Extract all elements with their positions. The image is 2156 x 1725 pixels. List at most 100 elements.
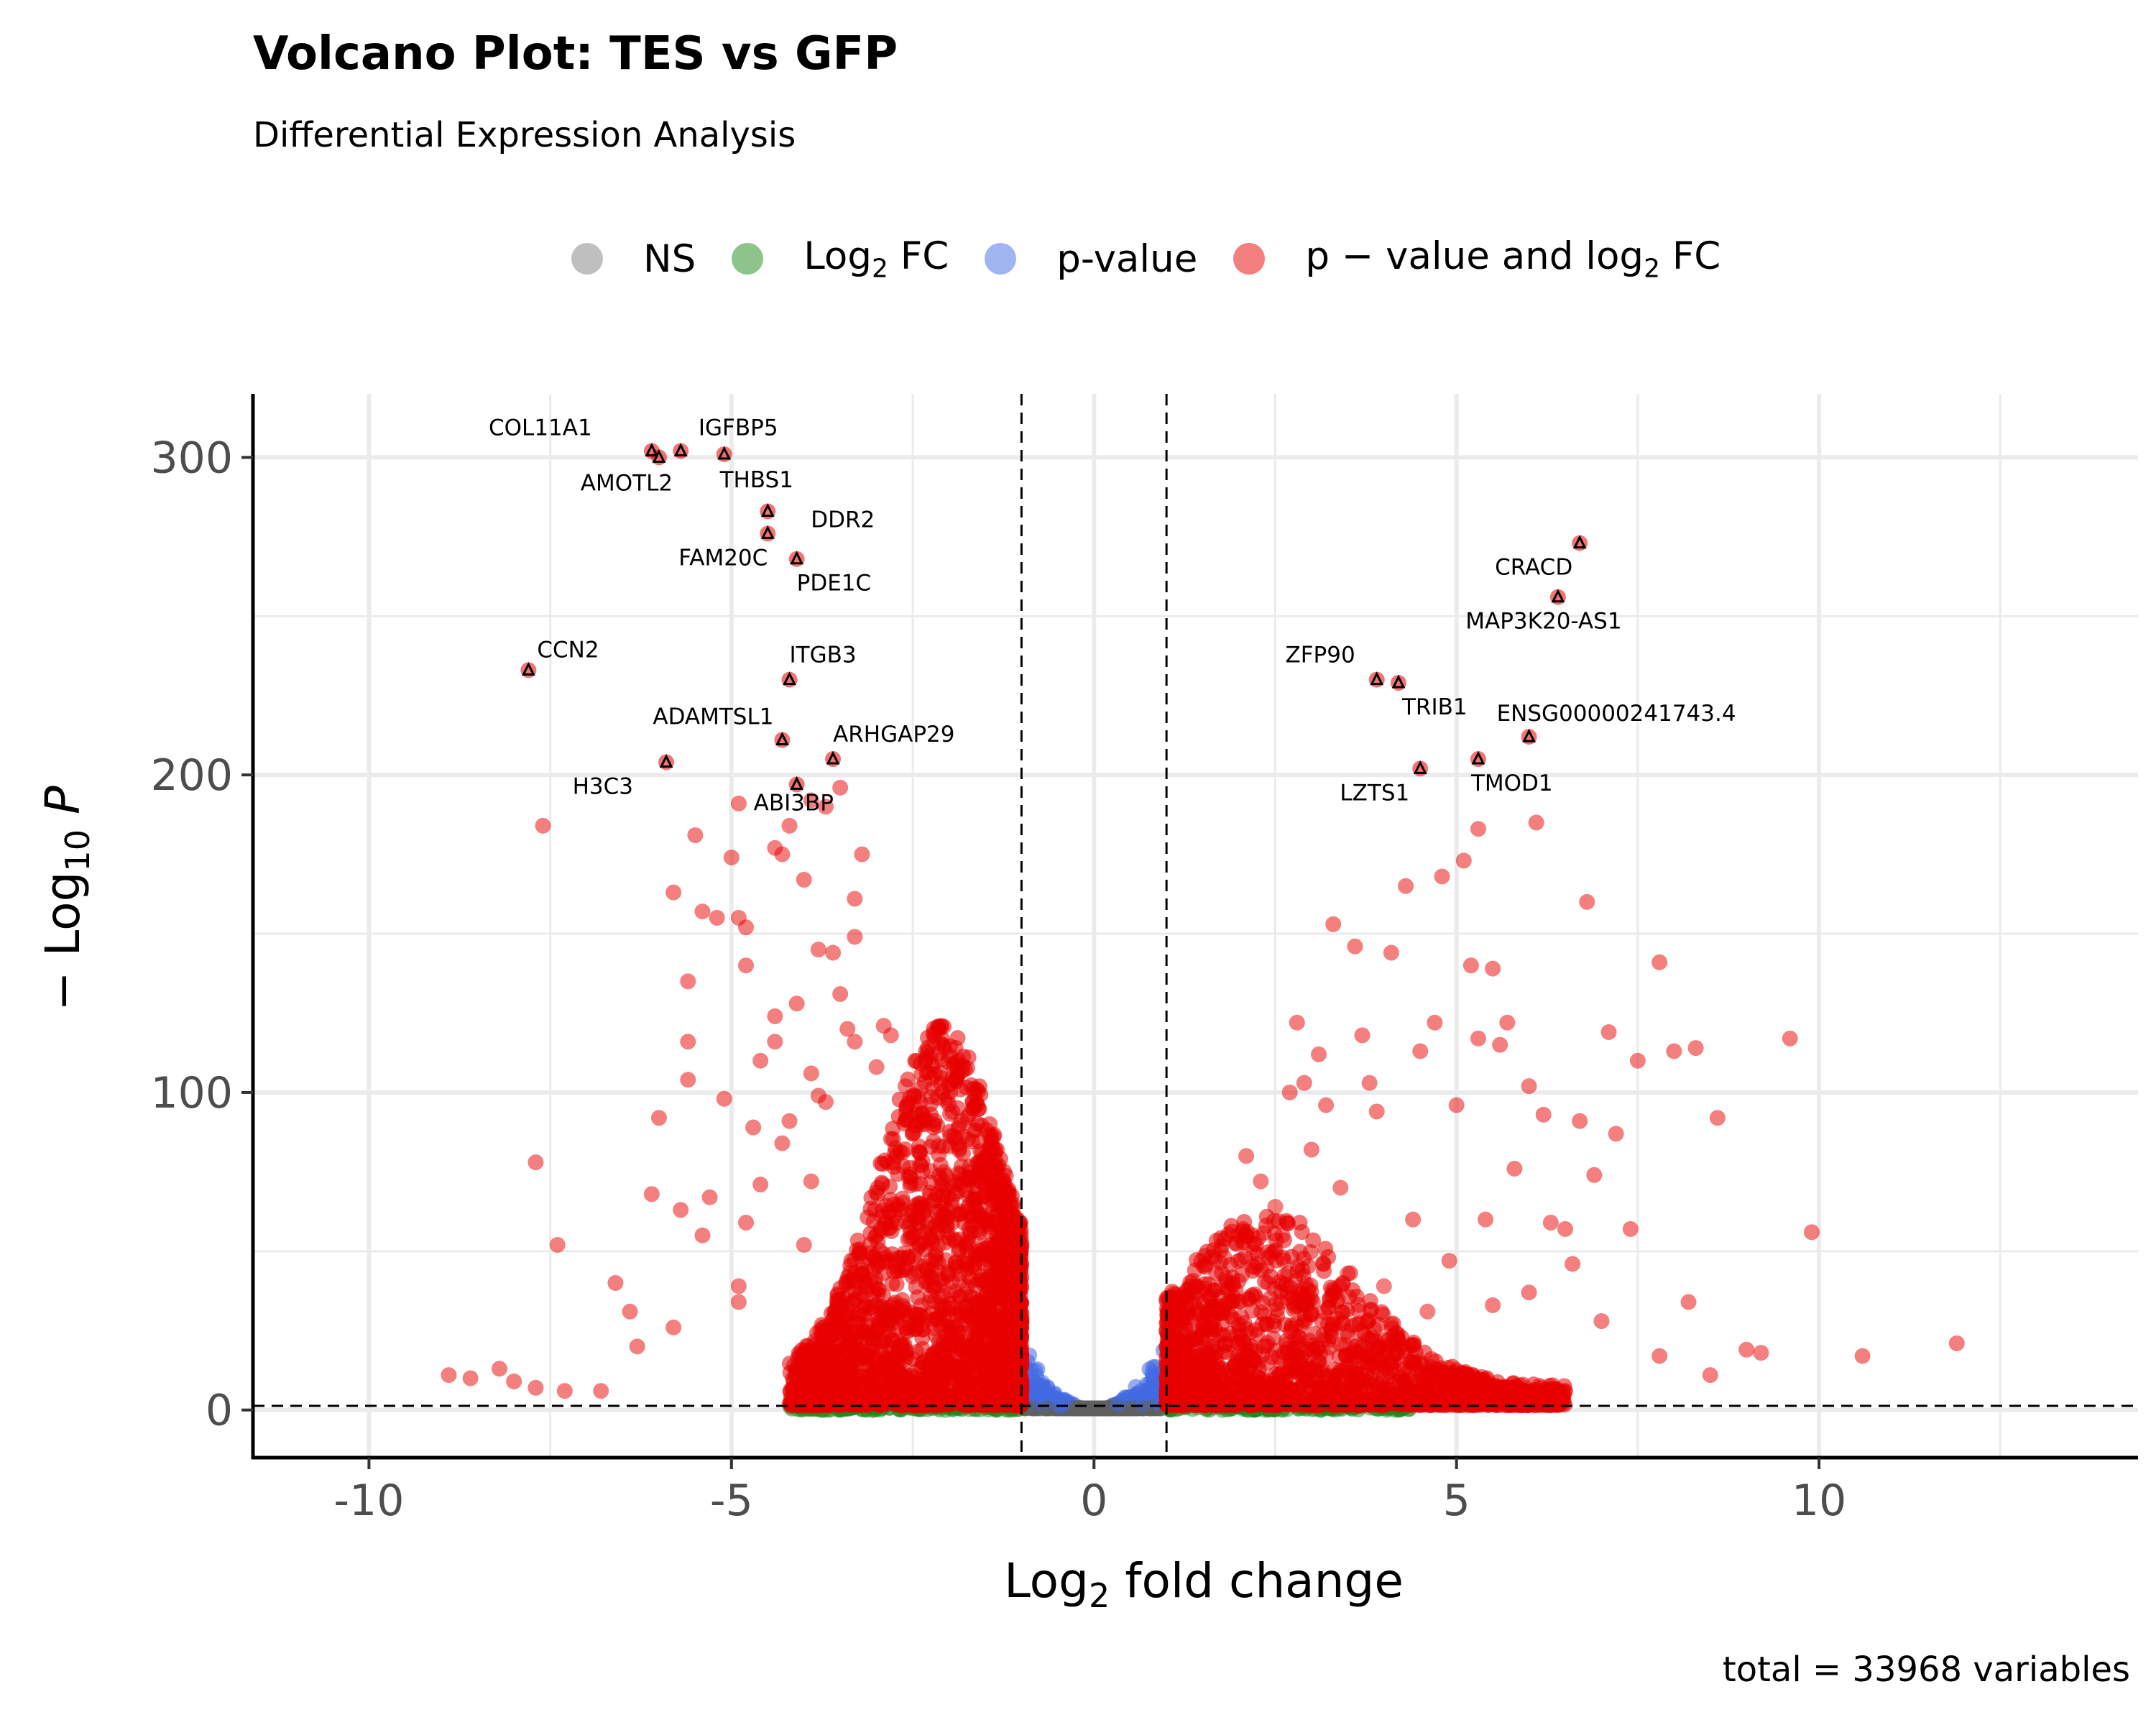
density-point [1268,1296,1284,1312]
density-point [1509,1379,1526,1396]
density-point [1314,1361,1330,1378]
density-point [997,1396,1013,1412]
point-layer [441,443,1965,1399]
data-point [673,1202,689,1218]
legend-label: p-value [1056,236,1198,281]
density-point [1158,1372,1175,1389]
data-point [883,1027,899,1044]
density-point [1552,1395,1569,1412]
density-point [1376,1357,1392,1374]
density-point [959,1236,975,1253]
data-point [1376,1278,1392,1294]
density-point [1496,1392,1513,1408]
data-point [752,1052,769,1069]
data-point [1572,1113,1588,1129]
data-point [556,1383,573,1399]
gene-marker [790,551,804,565]
density-point [992,1230,1008,1247]
density-point [836,1343,852,1359]
data-point [1622,1220,1639,1237]
density-point [1287,1272,1304,1289]
data-point [767,1034,783,1050]
density-point [1145,1371,1161,1387]
density-point [968,1081,985,1098]
density-point [918,1261,935,1277]
density-point [950,1333,967,1349]
density-point [939,1266,956,1283]
density-point [1294,1224,1310,1241]
density-point [865,1286,881,1302]
data-point [730,1278,747,1294]
density-point [875,1311,892,1328]
density-point [1193,1389,1210,1406]
density-point [942,1128,959,1144]
data-point [680,973,696,990]
density-point [842,1395,859,1412]
density-point [954,1058,971,1075]
gene-label: CCN2 [537,637,599,663]
gene-marker [645,443,659,457]
data-point [1216,1249,1233,1266]
density-point [988,1164,1005,1180]
density-point [1254,1316,1271,1333]
density-point [1204,1338,1221,1355]
data-point [817,1094,834,1110]
density-point [934,1301,951,1317]
density-point [929,1222,946,1238]
legend-swatch [1233,243,1266,275]
density-point [1220,1226,1237,1243]
data-point [441,1367,457,1384]
density-point [1269,1308,1286,1325]
density-point [825,1377,842,1394]
density-point [906,1265,922,1282]
density-point [1001,1342,1018,1358]
data-point [1427,1014,1443,1031]
density-point [1039,1400,1056,1417]
density-point [996,1292,1013,1309]
density-point [1001,1204,1018,1220]
density-point [1320,1299,1337,1315]
density-point [897,1351,913,1368]
data-point [868,1059,885,1075]
data-point [1318,1348,1335,1364]
density-point [1056,1396,1072,1412]
data-point [730,1294,747,1310]
data-point [1318,1097,1335,1113]
density-point [1238,1321,1255,1338]
density-point [1069,1400,1085,1417]
density-point [994,1264,1010,1281]
density-point [1237,1379,1253,1395]
density-point [947,1173,964,1190]
density-point [1322,1321,1339,1338]
data-point [1455,852,1472,869]
data-point [716,1090,732,1107]
density-point [952,1371,969,1387]
density-point [837,1362,853,1379]
data-point [694,1227,711,1243]
density-point [1110,1396,1126,1412]
density-point [941,1038,958,1054]
density-point [1358,1395,1375,1412]
density-point [1008,1264,1025,1280]
density-point [877,1215,893,1232]
density-point [965,1100,982,1117]
data-point [549,1237,566,1253]
data-point [774,846,791,862]
data-point [1492,1036,1508,1053]
density-point [1175,1363,1192,1380]
data-point [1854,1348,1871,1364]
data-point [817,799,834,815]
density-point [1414,1356,1430,1373]
gene-label: THBS1 [719,467,793,493]
data-point [462,1370,479,1386]
density-point [1225,1293,1241,1310]
density-point [844,1322,861,1339]
data-point [665,1319,682,1335]
data-point [1586,1167,1603,1183]
density-point [1316,1263,1332,1279]
density-point [1248,1236,1264,1253]
gene-label: FAM20C [678,545,768,571]
density-point [884,1275,900,1292]
gene-marker [760,525,775,539]
